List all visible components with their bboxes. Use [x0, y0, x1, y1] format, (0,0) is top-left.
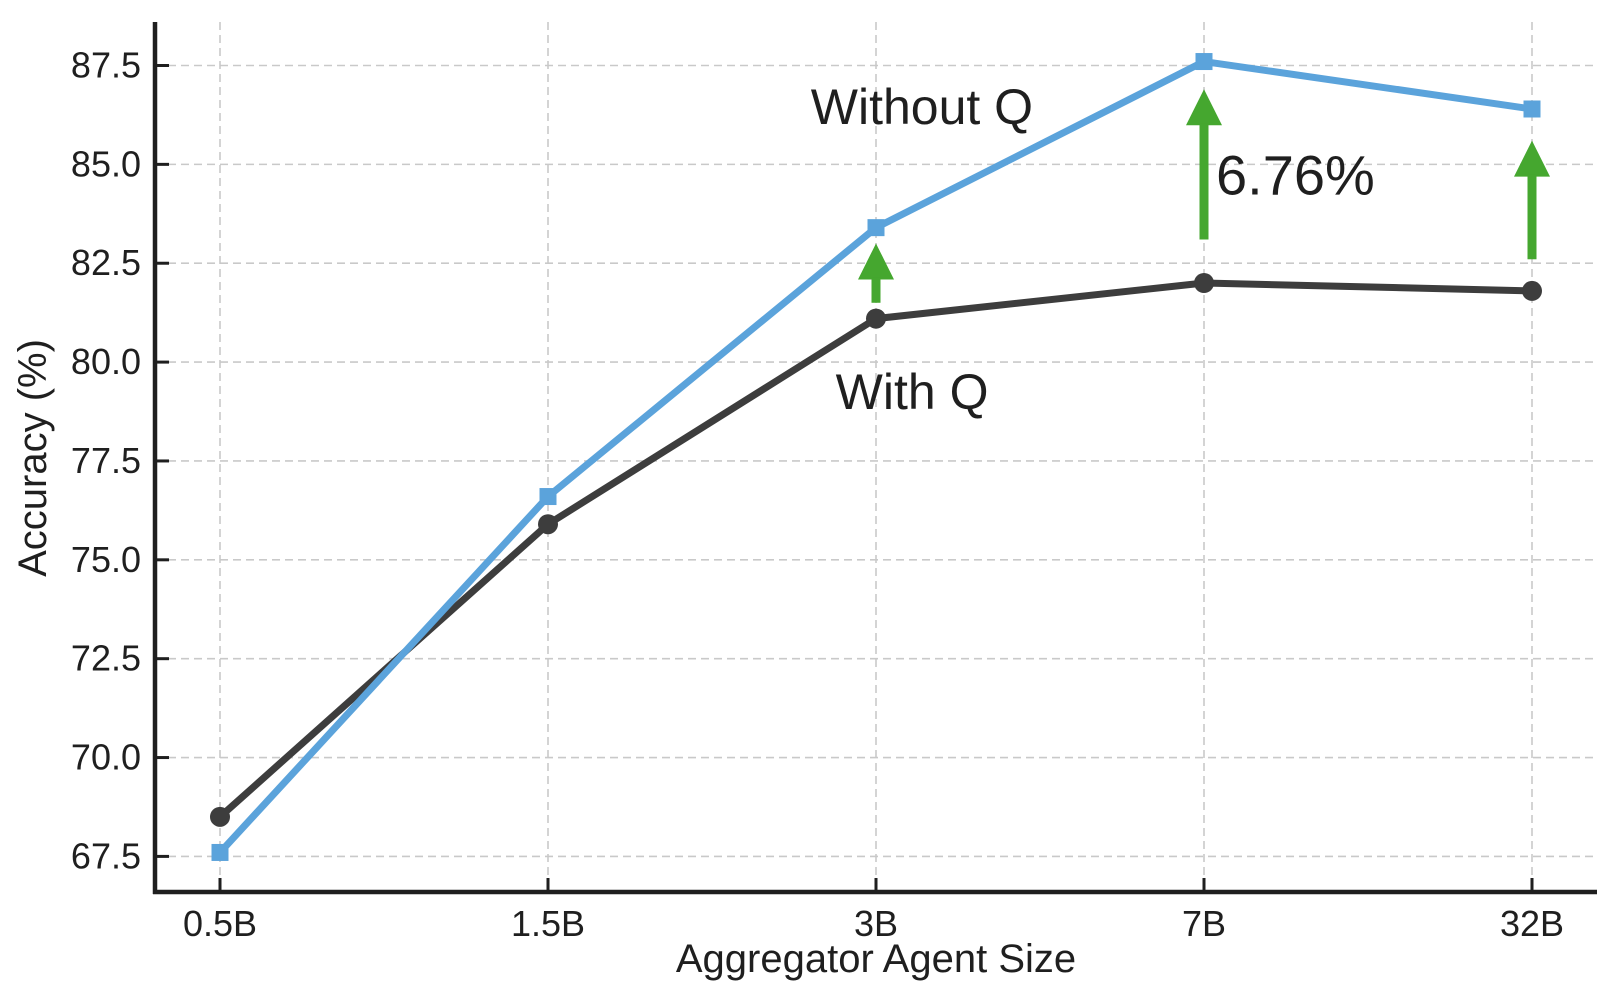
series-lines — [210, 53, 1542, 861]
x-tick-label: 1.5B — [511, 903, 585, 944]
data-point-circle — [210, 806, 230, 827]
y-tick-label: 75.0 — [71, 539, 141, 580]
data-point-square — [867, 219, 885, 237]
gridlines — [155, 22, 1597, 892]
data-point-circle — [1522, 280, 1542, 301]
improvement-percentage-label: 6.76% — [1216, 143, 1375, 206]
arrow-shaft — [871, 277, 881, 303]
arrow-head — [1186, 89, 1222, 126]
data-point-circle — [1194, 273, 1214, 293]
data-point-circle — [866, 308, 886, 329]
data-point-square — [1195, 53, 1213, 71]
series-label-without-q: Without Q — [811, 79, 1033, 135]
axes: 67.5 70.0 72.5 75.0 77.5 80.0 82.5 85.0 87.5 0.5B… — [71, 22, 1597, 944]
x-tick-label: 3B — [854, 903, 898, 944]
y-tick-label: 67.5 — [71, 835, 141, 876]
arrow-shaft — [1199, 123, 1209, 240]
arrow-head — [1514, 140, 1550, 177]
y-tick-label: 82.5 — [71, 242, 141, 283]
y-tick-label: 87.5 — [71, 45, 141, 86]
data-point-circle — [538, 514, 558, 535]
x-axis-title: Aggregator Agent Size — [676, 937, 1076, 981]
x-tick-label: 32B — [1500, 903, 1564, 944]
y-axis-title: Accuracy (%) — [11, 339, 55, 577]
data-point-square — [211, 843, 229, 861]
data-point-square — [539, 488, 557, 506]
series-label-with-q: With Q — [836, 364, 989, 420]
data-point-square — [1523, 100, 1541, 118]
y-tick-label: 85.0 — [71, 143, 141, 184]
arrow-head — [858, 243, 894, 280]
y-tick-label: 77.5 — [71, 440, 141, 481]
y-tick-label: 70.0 — [71, 737, 141, 778]
x-tick-label: 0.5B — [183, 903, 257, 944]
x-tick-label: 7B — [1182, 903, 1226, 944]
y-tick-label: 72.5 — [71, 638, 141, 679]
y-tick-label: 80.0 — [71, 341, 141, 382]
arrow-shaft — [1527, 174, 1537, 260]
improvement-arrows — [858, 89, 1550, 303]
